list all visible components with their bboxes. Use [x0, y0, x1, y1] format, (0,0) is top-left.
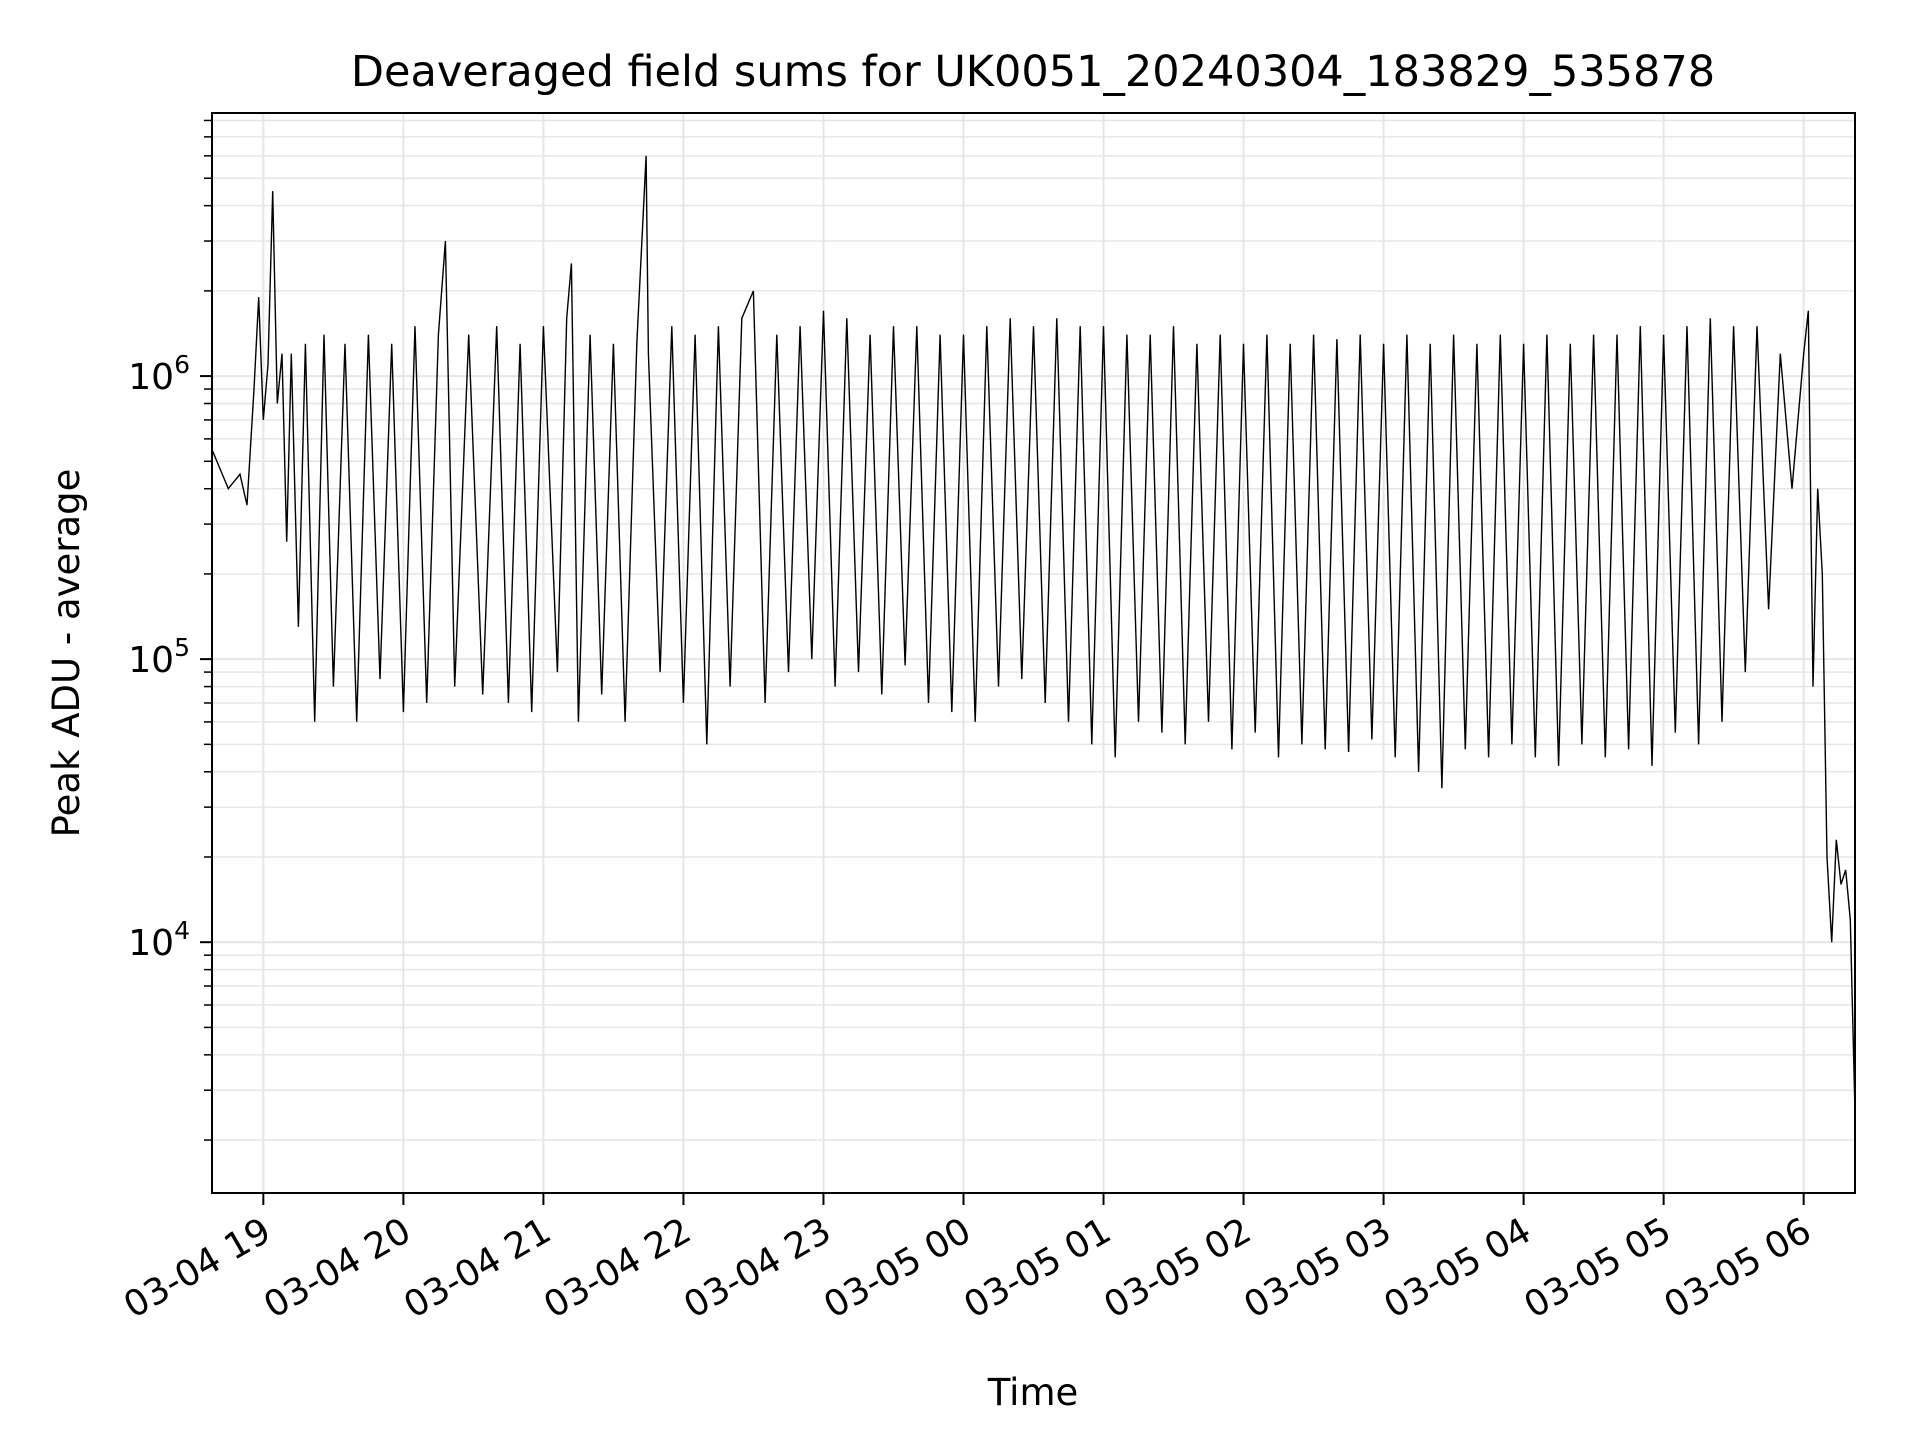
series-line — [211, 155, 1856, 1113]
y-axis: 104 105 106 — [128, 350, 212, 964]
y-tick-label: 105 — [128, 633, 190, 681]
plot-frame — [211, 112, 1856, 1194]
y-tick-label: 106 — [128, 350, 190, 398]
grid-lines — [204, 113, 1855, 1193]
series-layer — [211, 155, 1856, 1113]
y-axis-label: Peak ADU - average — [45, 469, 88, 838]
x-axis-label: Time — [987, 1371, 1079, 1414]
y-tick-label: 104 — [128, 916, 190, 964]
chart-title: Deaveraged field sums for UK0051_2024030… — [351, 47, 1715, 97]
